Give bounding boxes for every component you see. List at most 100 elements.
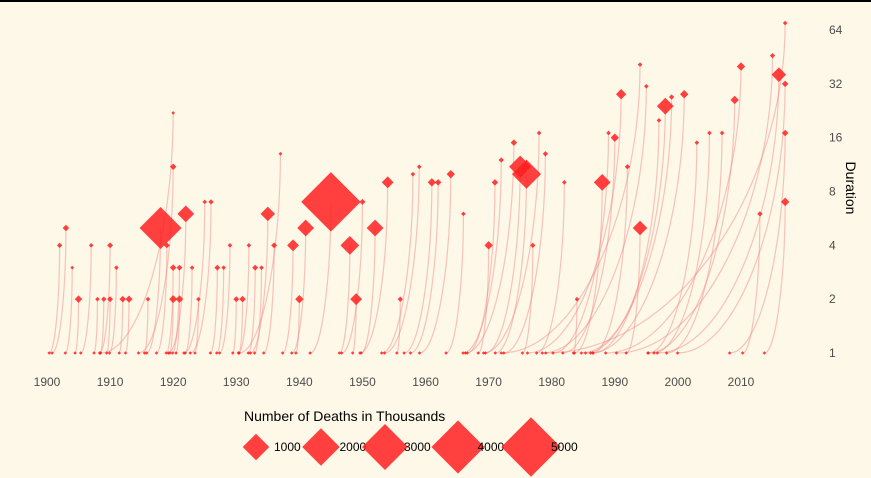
start-point [339,351,344,355]
duration-curve [99,245,111,354]
duration-curve [445,213,464,354]
duration-curve [51,228,67,354]
start-point [261,351,266,355]
duration-curve [485,166,521,354]
duration-curve [189,201,212,354]
data-point [297,219,315,237]
start-point [358,351,362,355]
start-point [246,351,251,355]
duration-curve [403,182,433,354]
start-point [280,351,285,355]
start-point [208,351,213,355]
start-point [47,351,52,355]
duration-curve [138,166,174,354]
start-point [382,351,387,355]
data-point [295,294,304,304]
start-point [182,351,186,355]
duration-curve [93,299,99,354]
start-point [308,351,312,355]
start-point [481,351,486,355]
data-point [593,173,611,191]
legend-label: 5000 [551,440,578,454]
data-point [301,172,361,232]
data-point [427,178,437,187]
x-tick-label: 1920 [160,375,187,389]
duration-curve [168,213,187,354]
duration-curve [585,106,666,354]
duration-curve [155,245,168,354]
data-point [434,179,442,186]
duration-curve [124,299,130,354]
x-tick-label: 1950 [349,375,376,389]
duration-curve [48,245,61,354]
duration-curve [666,132,723,354]
start-point [655,351,660,355]
data-point [446,169,455,179]
start-point [727,351,732,355]
duration-curve [64,267,73,354]
data-point [381,176,394,189]
data-point [574,296,580,302]
start-point [350,351,355,355]
data-point [782,20,788,26]
data-point [606,130,611,136]
duration-curve [381,174,414,354]
y-tick-label: 2 [829,292,836,306]
duration-curve [653,132,711,354]
x-tick-label: 1970 [475,375,502,389]
start-point [92,351,96,355]
duration-curve [108,267,117,354]
data-point [169,264,177,271]
data-point [202,199,208,205]
duration-curve [616,55,774,354]
start-point [123,351,128,355]
start-point [583,351,588,355]
data-point [707,130,712,136]
start-point [603,351,608,355]
duration-curve [247,267,256,354]
x-tick-label: 1990 [601,375,628,389]
legend: 1000 2000 3000 4000 5000 [242,417,578,477]
legend-key [302,428,340,466]
data-point [542,151,549,157]
duration-curve [729,132,786,354]
x-tick-label: 2000 [665,375,692,389]
y-tick-label: 16 [829,131,843,145]
start-point [465,351,469,355]
start-point [476,351,481,355]
data-point [271,242,278,249]
start-point [543,351,548,355]
data-point [163,242,170,249]
duration-curve [527,94,622,354]
start-point [402,351,406,355]
data-point [491,179,499,186]
duration-curve [545,23,786,354]
legend-label: 4000 [478,440,505,454]
start-point [499,351,504,355]
x-tick-label: 1930 [223,375,250,389]
data-point [498,157,504,163]
start-point [78,351,83,355]
start-point [493,351,498,355]
y-axis-ticks: 1 2 4 8 16 32 64 [829,23,843,360]
duration-curve [462,160,502,354]
start-point [337,351,342,355]
data-point [461,211,466,217]
data-point [278,151,283,156]
start-point [591,351,595,355]
start-point [520,351,525,355]
duration-curve [465,142,515,354]
data-point [397,296,403,302]
data-point [125,295,133,303]
data-point [74,295,83,303]
duration-curve [209,267,218,354]
data-point [114,265,119,270]
duration-curve [238,153,282,354]
data-point [214,264,221,271]
start-point [588,351,593,355]
data-point [781,80,789,88]
data-point [169,295,178,304]
data-point [644,83,649,89]
point-layer [47,20,790,355]
